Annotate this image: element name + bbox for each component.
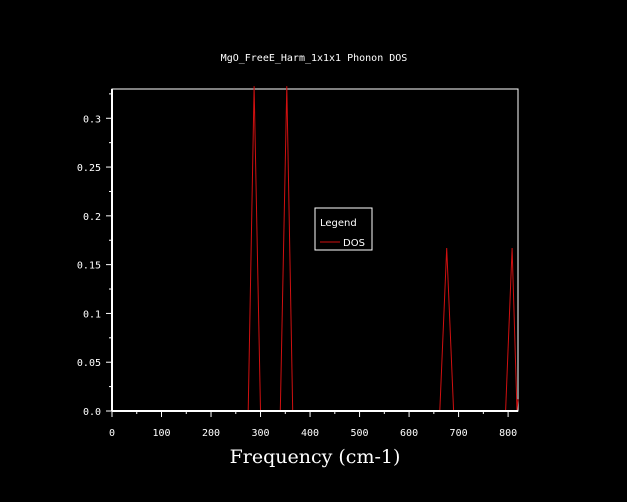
y-tick-label: 0.05 bbox=[77, 358, 101, 369]
x-tick-label: 200 bbox=[202, 428, 220, 439]
x-tick-label: 500 bbox=[351, 428, 369, 439]
legend-item-dos: DOS bbox=[343, 238, 365, 249]
x-tick-label: 800 bbox=[499, 428, 517, 439]
y-tick-label: 0.15 bbox=[77, 261, 101, 272]
x-axis: 0 100 200 300 400 500 600 700 800 bbox=[109, 411, 517, 439]
x-tick-label: 700 bbox=[450, 428, 468, 439]
chart-title: MgO_FreeE_Harm_1x1x1 Phonon DOS bbox=[221, 53, 408, 64]
x-tick-label: 400 bbox=[301, 428, 319, 439]
legend-box bbox=[314, 207, 373, 251]
y-tick-label: 0.0 bbox=[83, 407, 101, 418]
x-axis-title: Frequency (cm-1) bbox=[230, 446, 401, 468]
legend: Legend DOS bbox=[314, 207, 373, 251]
y-tick-label: 0.1 bbox=[83, 309, 101, 320]
x-tick-label: 100 bbox=[152, 428, 170, 439]
legend-title: Legend bbox=[320, 218, 357, 229]
y-tick-label: 0.25 bbox=[77, 163, 101, 174]
x-tick-label: 0 bbox=[109, 428, 115, 439]
y-tick-label: 0.3 bbox=[83, 114, 101, 125]
x-tick-label: 300 bbox=[252, 428, 270, 439]
y-tick-label: 0.2 bbox=[83, 212, 101, 223]
y-axis: 0.0 0.05 0.1 0.15 0.2 0.25 0.3 bbox=[77, 93, 112, 418]
x-tick-label: 600 bbox=[400, 428, 418, 439]
